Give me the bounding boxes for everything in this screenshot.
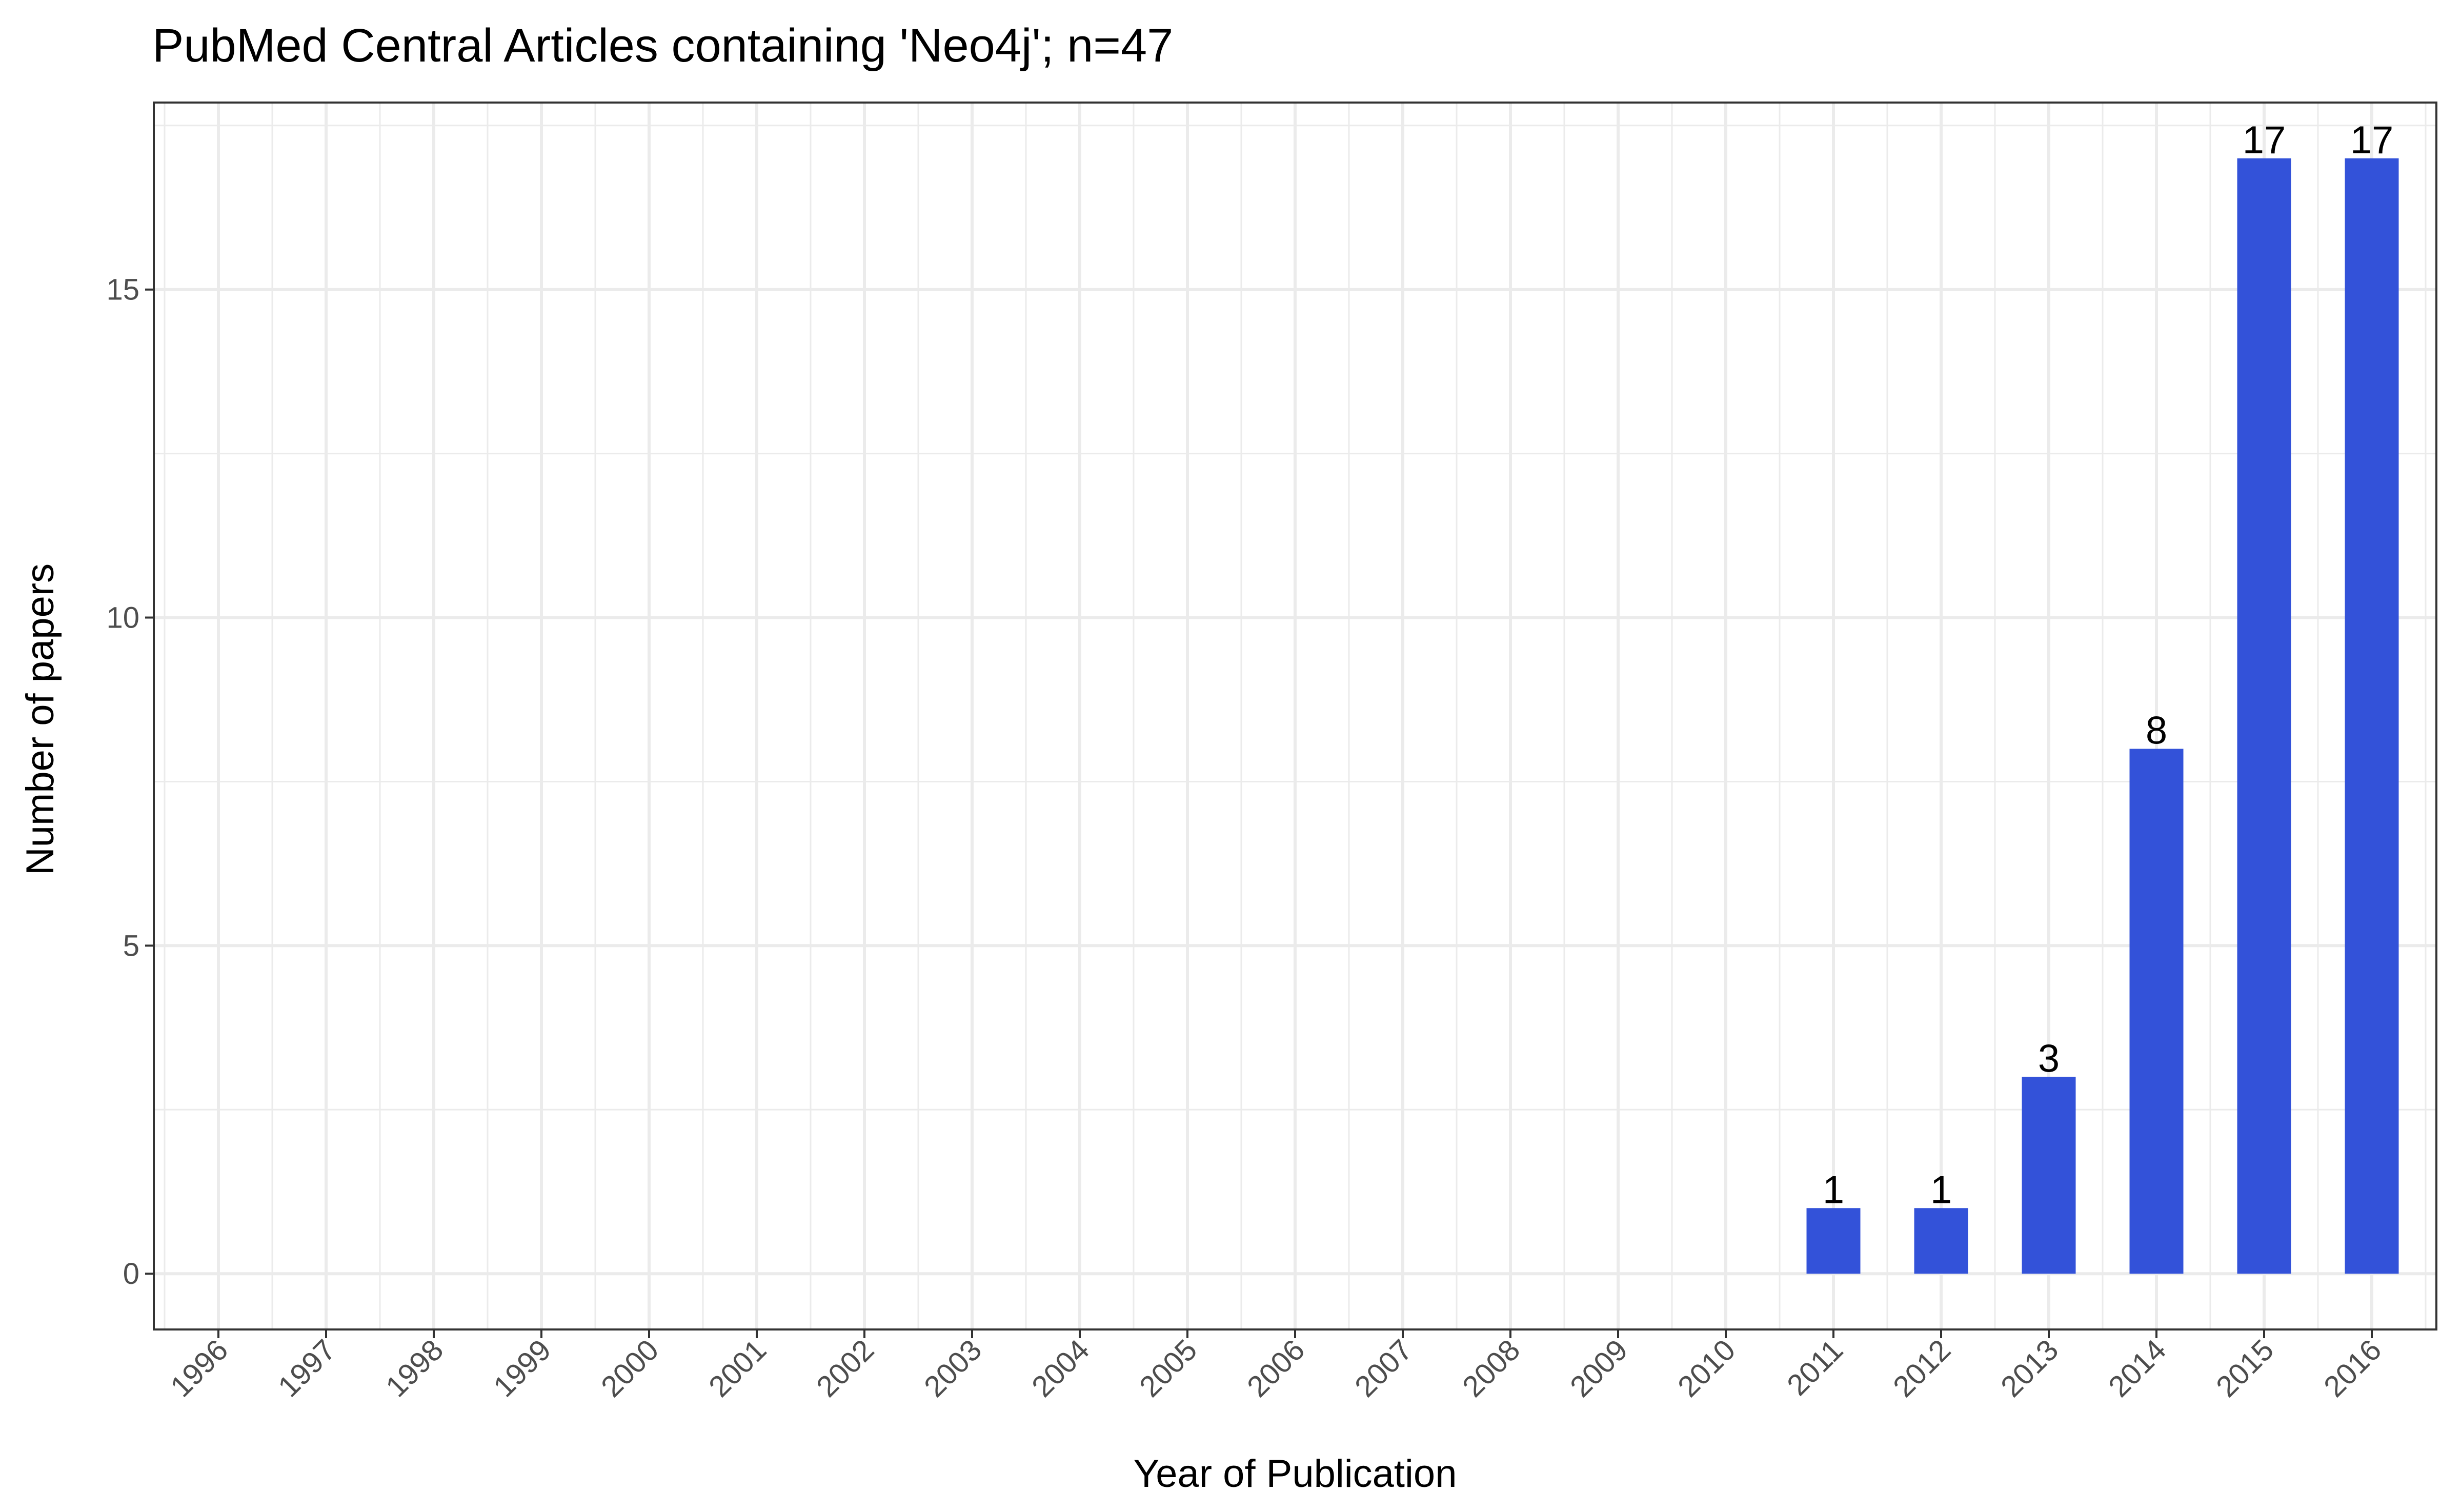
x-tick-label: 1999 (487, 1333, 557, 1403)
x-tick-label: 2010 (1671, 1333, 1742, 1403)
data-label-2014: 8 (2146, 709, 2167, 752)
x-tick-label: 2003 (918, 1333, 988, 1403)
x-tick-label: 2008 (1456, 1333, 1526, 1403)
x-tick-label: 2006 (1241, 1333, 1311, 1403)
x-tick-label: 2013 (1994, 1333, 2065, 1403)
bar-2012 (1914, 1208, 1968, 1274)
chart-title: PubMed Central Articles containing 'Neo4… (152, 19, 1173, 72)
data-label-2013: 3 (2038, 1037, 2060, 1080)
y-tick-label: 5 (123, 929, 139, 962)
y-tick-label: 0 (123, 1257, 139, 1291)
x-tick-label: 1998 (379, 1333, 450, 1403)
data-label-2015: 17 (2243, 118, 2286, 162)
y-axis-title: Number of papers (18, 563, 62, 875)
x-tick-label: 2001 (702, 1333, 773, 1403)
x-tick-label: 2007 (1348, 1333, 1419, 1403)
x-tick-label: 2011 (1781, 1333, 1849, 1402)
x-tick-label: 2015 (2210, 1333, 2280, 1403)
bar-2013 (2022, 1077, 2076, 1274)
x-tick-label: 2009 (1564, 1333, 1634, 1403)
data-label-2011: 1 (1823, 1168, 1844, 1212)
y-tick-label: 10 (106, 601, 139, 635)
bar-2016 (2345, 158, 2399, 1274)
x-tick-label: 1996 (164, 1333, 234, 1403)
x-tick-label: 1997 (272, 1333, 342, 1403)
x-tick-label: 2004 (1025, 1333, 1096, 1403)
x-tick-label: 2012 (1887, 1333, 1957, 1403)
bar-2011 (1806, 1208, 1861, 1274)
x-tick-label: 2005 (1133, 1333, 1203, 1403)
bar-2015 (2237, 158, 2291, 1274)
bar-2014 (2129, 749, 2184, 1274)
x-axis-title: Year of Publication (1134, 1452, 1457, 1496)
x-tick-label: 2014 (2102, 1333, 2172, 1403)
data-label-2012: 1 (1930, 1168, 1952, 1212)
x-tick-label: 2016 (2317, 1333, 2388, 1403)
data-label-2016: 17 (2350, 118, 2394, 162)
x-tick-label: 2000 (595, 1333, 665, 1403)
x-tick-label: 2002 (810, 1333, 880, 1403)
plot-area: 1 1 3 8 17 17 0 5 10 15 1996 1997 1998 1999 2000 2001 20… (106, 102, 2437, 1403)
y-tick-label: 15 (106, 273, 139, 307)
